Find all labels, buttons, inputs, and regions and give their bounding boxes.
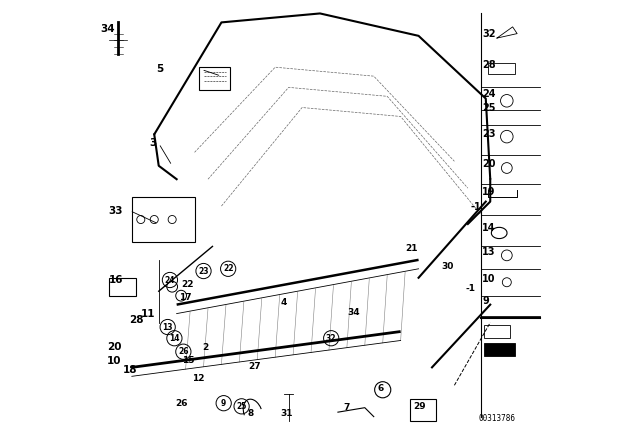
Text: 10: 10 (108, 356, 122, 366)
Text: 24: 24 (482, 89, 495, 99)
Text: 28: 28 (130, 315, 144, 325)
Text: 22: 22 (223, 264, 234, 273)
Text: 27: 27 (249, 362, 261, 370)
Text: 11: 11 (141, 309, 156, 319)
Text: 13: 13 (482, 247, 495, 257)
Text: 25: 25 (236, 402, 247, 411)
Text: 28: 28 (482, 60, 496, 70)
Text: 23: 23 (198, 267, 209, 276)
Text: 32: 32 (326, 334, 337, 343)
Text: -1: -1 (470, 202, 481, 212)
Text: 23: 23 (482, 129, 495, 139)
Text: 14: 14 (482, 224, 495, 233)
Polygon shape (497, 27, 517, 38)
Text: 22: 22 (182, 280, 194, 289)
Text: 26: 26 (175, 399, 188, 408)
Text: 29: 29 (413, 402, 426, 411)
Text: 32: 32 (482, 29, 495, 39)
Text: 12: 12 (192, 374, 204, 383)
Text: 10: 10 (482, 274, 495, 284)
Text: 33: 33 (109, 206, 123, 215)
Text: 26: 26 (178, 347, 189, 356)
Text: 31: 31 (280, 409, 292, 418)
Text: 13: 13 (163, 323, 173, 332)
Text: 00313786: 00313786 (479, 414, 515, 423)
Text: 24: 24 (164, 276, 175, 284)
Text: 14: 14 (169, 334, 180, 343)
Text: 6: 6 (378, 384, 383, 393)
Text: 5: 5 (157, 65, 164, 74)
Text: 9: 9 (482, 296, 489, 306)
Text: 9: 9 (221, 399, 227, 408)
Text: 19: 19 (482, 187, 495, 197)
Text: 20: 20 (108, 342, 122, 352)
Text: 21: 21 (406, 244, 418, 253)
Text: 17: 17 (179, 293, 192, 302)
FancyBboxPatch shape (484, 343, 515, 356)
Text: -1: -1 (465, 284, 475, 293)
Text: 30: 30 (442, 262, 454, 271)
Text: 34: 34 (348, 308, 360, 317)
Text: 7: 7 (344, 403, 350, 412)
Text: 2: 2 (203, 343, 209, 352)
Text: 25: 25 (482, 103, 495, 112)
Text: 20: 20 (482, 159, 495, 168)
Text: 18: 18 (123, 365, 138, 375)
Text: 15: 15 (182, 356, 194, 365)
Text: 8: 8 (248, 409, 253, 418)
Text: 34: 34 (100, 24, 115, 34)
Text: 16: 16 (109, 275, 123, 285)
Text: 4: 4 (281, 298, 287, 307)
Text: 3: 3 (149, 138, 156, 148)
